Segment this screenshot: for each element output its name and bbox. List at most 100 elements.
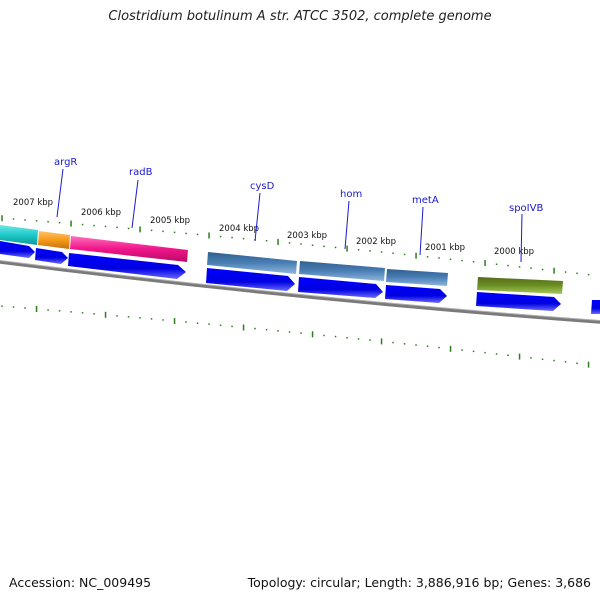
- minor-tick: [219, 235, 222, 238]
- minor-tick: [369, 250, 371, 252]
- gene-labels: argR radB cysD hom metA spoIVB: [54, 157, 543, 263]
- minor-tick: [185, 232, 187, 235]
- minor-tick: [116, 315, 118, 317]
- tick-label: 2001 kbp: [425, 243, 465, 253]
- minor-tick: [472, 350, 475, 353]
- tick-label: 2006 kbp: [81, 208, 121, 218]
- cds-arrow: [206, 268, 295, 291]
- tick-label: 2005 kbp: [150, 216, 190, 226]
- minor-tick: [150, 318, 153, 320]
- minor-tick: [242, 237, 245, 240]
- minor-tick: [518, 266, 521, 268]
- cds-arrow: [68, 253, 186, 279]
- major-tick: [587, 361, 590, 368]
- minor-tick: [576, 272, 578, 275]
- major-tick: [35, 306, 38, 312]
- feature-track: [0, 225, 563, 294]
- minor-tick: [150, 229, 153, 232]
- minor-tick: [426, 345, 429, 347]
- minor-tick: [104, 225, 107, 228]
- minor-tick: [564, 361, 567, 363]
- minor-tick: [334, 246, 337, 249]
- major-tick: [346, 245, 348, 252]
- tick-labels: 2007 kbp 2006 kbp 2005 kbp 2004 kbp 2003…: [13, 198, 534, 257]
- minor-tick: [116, 226, 118, 229]
- major-tick: [242, 324, 245, 331]
- minor-tick: [208, 323, 210, 325]
- genome-summary-text: Topology: circular; Length: 3,886,916 bp…: [247, 575, 591, 590]
- tick-label: 2004 kbp: [219, 224, 259, 234]
- gene-leader-line: [419, 206, 424, 256]
- major-tick: [449, 345, 452, 352]
- cds-track: [0, 241, 600, 314]
- minor-tick: [93, 313, 95, 315]
- minor-tick: [173, 231, 176, 234]
- minor-tick: [254, 327, 256, 330]
- minor-tick: [484, 351, 486, 354]
- minor-tick: [403, 343, 406, 345]
- tick-label: 2000 kbp: [494, 247, 534, 257]
- gene-leader-line: [131, 179, 139, 229]
- minor-tick: [461, 259, 463, 262]
- minor-tick: [185, 321, 187, 323]
- major-tick: [311, 331, 314, 338]
- minor-tick: [541, 268, 544, 271]
- minor-tick: [323, 245, 325, 248]
- feature-bar-hom: [299, 261, 385, 281]
- feature-bar-metA: [386, 269, 448, 286]
- major-tick: [553, 267, 555, 274]
- feature-bar-radB: [70, 236, 188, 262]
- minor-tick: [438, 346, 440, 349]
- minor-tick: [12, 218, 15, 220]
- cds-arrow: [476, 292, 561, 311]
- gene-leader-line: [254, 192, 261, 242]
- minor-tick: [196, 322, 199, 324]
- minor-tick: [24, 219, 26, 221]
- minor-tick: [576, 362, 578, 364]
- minor-tick: [507, 264, 509, 267]
- gene-label-cysD: cysD: [250, 181, 275, 192]
- gene-leader-line: [344, 200, 350, 250]
- minor-tick: [438, 257, 440, 259]
- minor-tick: [47, 221, 49, 223]
- gene-label-metA: metA: [412, 195, 439, 206]
- minor-tick: [231, 236, 233, 239]
- minor-tick: [426, 256, 429, 258]
- minor-tick: [127, 227, 130, 230]
- minor-tick: [35, 220, 38, 222]
- minor-tick: [265, 240, 268, 242]
- feature-bar-cyan: [0, 225, 38, 245]
- minor-tick: [461, 349, 463, 351]
- minor-tick: [288, 242, 291, 244]
- gene-label-hom: hom: [340, 189, 362, 200]
- gene-label-radB: radB: [129, 167, 153, 178]
- feature-bar-cysD: [207, 252, 297, 274]
- cds-arrow: [0, 241, 35, 258]
- minor-tick: [12, 306, 15, 308]
- major-tick: [104, 311, 107, 318]
- minor-tick: [369, 339, 371, 341]
- tick-label: 2003 kbp: [287, 231, 327, 241]
- minor-tick: [530, 357, 532, 359]
- major-tick: [173, 318, 176, 324]
- minor-tick: [323, 334, 325, 337]
- minor-tick: [392, 341, 394, 344]
- map-title: Clostridium botulinum A str. ATCC 3502, …: [108, 9, 492, 24]
- tick-row-lower: [1, 305, 590, 368]
- feature-bar-orange: [38, 231, 70, 249]
- genome-backbone: [0, 260, 600, 324]
- minor-tick: [265, 328, 268, 331]
- minor-tick: [495, 353, 498, 355]
- gene-leader-line: [56, 168, 64, 218]
- minor-tick: [300, 243, 302, 245]
- cds-arrow: [298, 277, 383, 298]
- minor-tick: [81, 312, 84, 314]
- cds-arrow: [35, 248, 68, 264]
- minor-tick: [311, 244, 314, 246]
- major-tick: [1, 215, 3, 222]
- minor-tick: [403, 253, 406, 256]
- minor-tick: [139, 317, 141, 319]
- minor-tick: [93, 224, 95, 227]
- major-tick: [277, 238, 279, 245]
